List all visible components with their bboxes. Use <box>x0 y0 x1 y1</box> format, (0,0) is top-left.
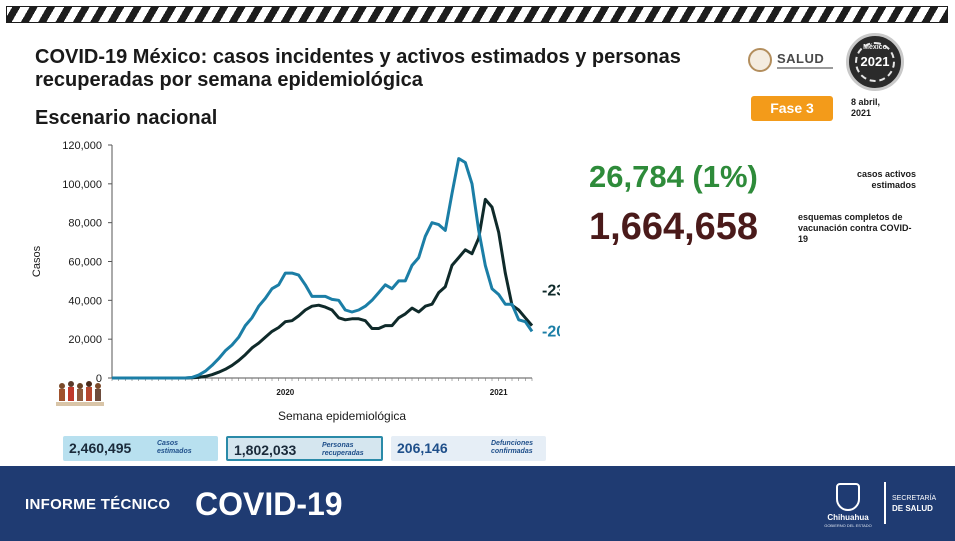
report-date: 8 abril, 2021 <box>851 97 897 119</box>
people-illustration-icon <box>56 381 104 406</box>
series-line-1 <box>112 197 534 380</box>
chihuahua-shield-icon <box>836 483 860 511</box>
deaths-value: 206,146 <box>397 440 448 456</box>
estimated-cases-value: 2,460,495 <box>69 440 132 456</box>
deaths-box: 206,146 Defunciones confirmadas <box>391 436 546 461</box>
footer-banner: INFORME TÉCNICO COVID-19 Chihuahua GOBIE… <box>0 466 955 541</box>
x-axis-label: Semana epidemiológica <box>278 409 406 423</box>
y-tick-label: 60,000 <box>68 257 102 269</box>
footer-state-name: Chihuahua <box>827 513 869 522</box>
y-tick-label: 100,000 <box>62 179 102 191</box>
footer-report-label: INFORME TÉCNICO <box>25 496 171 513</box>
y-tick-label: 20,000 <box>68 334 102 346</box>
estimated-cases-label: Casos estimados <box>157 440 192 455</box>
series-end-label-active: -23% <box>542 283 560 300</box>
recovered-value: 1,802,033 <box>234 442 297 458</box>
line-chart: 0 20,000 40,000 60,000 80,000 100,000 120,000 2… <box>20 133 579 433</box>
recovered-label: Personas recuperadas <box>322 442 364 457</box>
series-end-label-incident: -20% <box>542 323 560 340</box>
eagle-emblem-icon <box>748 48 772 72</box>
active-cases-label: casos activos estimados <box>856 169 916 190</box>
salud-logo-text: SALUD <box>777 51 825 66</box>
y-tick-label: 0 <box>96 373 102 385</box>
badge-ring <box>855 42 895 82</box>
series-line-0 <box>112 157 534 380</box>
footer-state-sub: GOBIERNO DEL ESTADO <box>824 523 872 528</box>
top-stripe-bar <box>0 0 955 30</box>
page-subtitle: Escenario nacional <box>35 107 218 129</box>
y-axis-label: Casos <box>31 245 43 277</box>
badge-year: 2021 <box>860 54 890 69</box>
y-tick-label: 40,000 <box>68 295 102 307</box>
vaccination-label: esquemas completos de vacunación contra … <box>798 212 912 244</box>
page-title: COVID-19 México: casos incidentes y acti… <box>35 46 681 91</box>
year-label: 2020 <box>276 388 294 397</box>
chart-svg: 0 20,000 40,000 60,000 80,000 100,000 120,000 2… <box>31 140 579 423</box>
footer-divider <box>884 482 886 524</box>
report-date-text: 8 abril, 2021 <box>851 97 881 118</box>
phase-badge: Fase 3 <box>751 96 833 121</box>
salud-logo: SALUD <box>748 46 836 76</box>
stripe-pattern <box>6 6 948 23</box>
estimated-cases-box: 2,460,495 Casos estimados <box>63 436 218 461</box>
y-tick-label: 120,000 <box>62 140 102 152</box>
recovered-box: 1,802,033 Personas recuperadas <box>226 436 383 461</box>
badge-country: México <box>863 44 887 51</box>
deaths-label: Defunciones confirmadas <box>491 440 534 455</box>
active-cases-value: 26,784 (1%) <box>589 159 758 194</box>
vaccination-value: 1,664,658 <box>589 206 759 248</box>
footer-secretaria: SECRETARÍA <box>892 495 937 502</box>
year-label: 2021 <box>490 388 508 397</box>
y-tick-label: 80,000 <box>68 218 102 230</box>
salud-logo-underline <box>777 67 833 69</box>
footer-de-salud: DE SALUD <box>892 504 933 513</box>
footer-covid-label: COVID-19 <box>195 486 343 522</box>
mexico-2021-badge: México 2021 <box>846 33 904 91</box>
